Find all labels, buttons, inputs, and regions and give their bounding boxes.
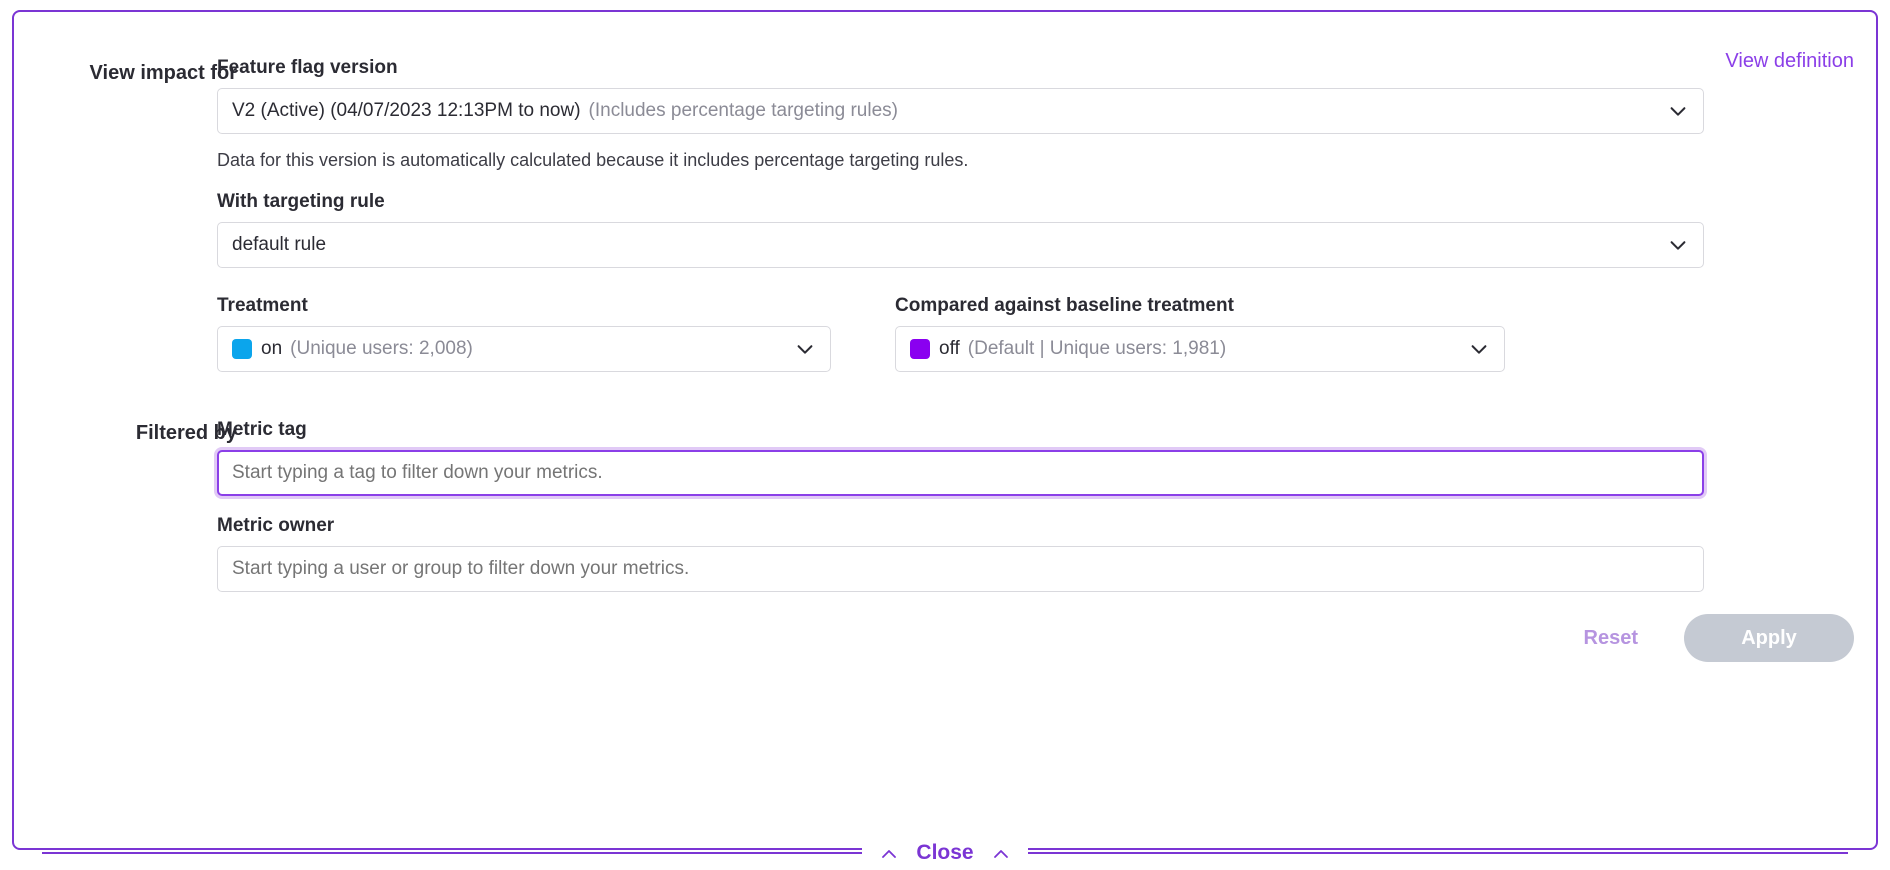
- section-label-filtered-by: Filtered by: [135, 422, 237, 444]
- apply-button[interactable]: Apply: [1684, 614, 1854, 662]
- baseline-treatment-select[interactable]: off (Default | Unique users: 1,981): [895, 326, 1505, 372]
- close-label: Close: [916, 841, 974, 864]
- treatment-label: Treatment: [217, 295, 308, 316]
- metric-owner-group: Metric owner: [217, 514, 1704, 592]
- footer-rule-left: [42, 852, 863, 854]
- targeting-rule-group: With targeting rule default rule: [217, 190, 1704, 268]
- treatment-select[interactable]: on (Unique users: 2,008): [217, 326, 831, 372]
- chevron-up-icon: [880, 847, 898, 859]
- treatment-color-swatch: [232, 339, 252, 359]
- treatment-group: Treatment on (Unique users: 2,008): [217, 294, 831, 372]
- chevron-down-icon: [1667, 234, 1689, 256]
- close-button[interactable]: Close: [862, 841, 1028, 865]
- view-definition-link[interactable]: View definition: [1725, 50, 1854, 72]
- metric-tag-group: Metric tag: [217, 418, 1704, 496]
- treatment-note: (Unique users: 2,008): [290, 338, 473, 359]
- metric-tag-field[interactable]: [217, 450, 1704, 496]
- footer-rule-right: [1027, 852, 1848, 854]
- reset-button[interactable]: Reset: [1578, 623, 1644, 654]
- metric-owner-input[interactable]: [218, 547, 1703, 591]
- baseline-treatment-note: (Default | Unique users: 1,981): [967, 338, 1227, 359]
- baseline-treatment-label: Compared against baseline treatment: [895, 295, 1234, 316]
- feature-flag-version-value: V2 (Active) (04/07/2023 12:13PM to now): [232, 100, 581, 121]
- chevron-down-icon: [794, 338, 816, 360]
- feature-flag-version-label: Feature flag version: [217, 57, 398, 78]
- metric-tag-input[interactable]: [219, 452, 1702, 494]
- metric-owner-field[interactable]: [217, 546, 1704, 592]
- close-footer: Close: [14, 841, 1876, 865]
- treatment-value: on: [261, 338, 283, 359]
- baseline-treatment-value: off: [939, 338, 960, 359]
- metric-tag-label: Metric tag: [217, 419, 307, 440]
- metric-owner-label: Metric owner: [217, 515, 335, 536]
- feature-flag-version-group: Feature flag version V2 (Active) (04/07/…: [217, 56, 1704, 134]
- targeting-rule-value: default rule: [232, 234, 327, 255]
- chevron-down-icon: [1468, 338, 1490, 360]
- targeting-rule-select[interactable]: default rule: [217, 222, 1704, 268]
- chevron-down-icon: [1667, 100, 1689, 122]
- targeting-rule-label: With targeting rule: [217, 191, 385, 212]
- feature-flag-version-select[interactable]: V2 (Active) (04/07/2023 12:13PM to now) …: [217, 88, 1704, 134]
- panel-actions: Reset Apply: [1578, 614, 1854, 662]
- baseline-color-swatch: [910, 339, 930, 359]
- chevron-up-icon: [992, 847, 1010, 859]
- feature-flag-version-note: (Includes percentage targeting rules): [588, 100, 898, 121]
- view-impact-panel: View impact for View definition Feature …: [12, 10, 1878, 865]
- section-label-view-impact-for: View impact for: [89, 62, 237, 84]
- feature-flag-version-helper-text: Data for this version is automatically c…: [217, 150, 969, 170]
- baseline-treatment-group: Compared against baseline treatment off …: [895, 294, 1505, 372]
